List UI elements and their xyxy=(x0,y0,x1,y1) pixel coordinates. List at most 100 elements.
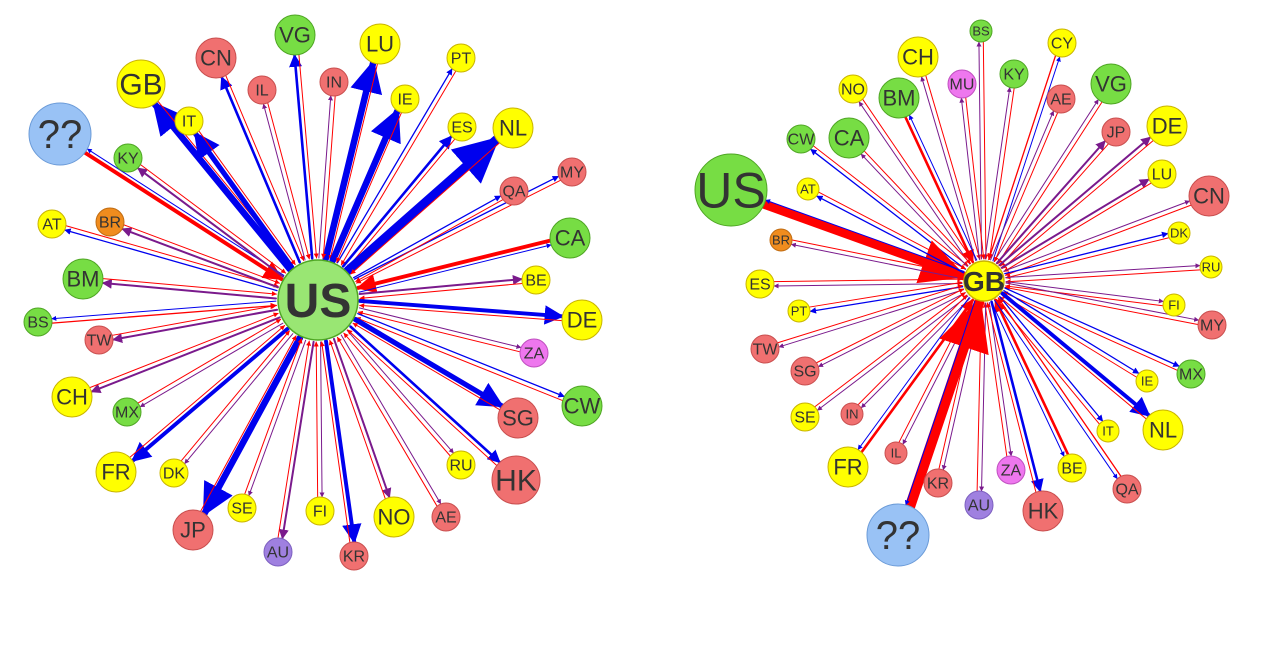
node-bs[interactable] xyxy=(969,19,993,43)
edge-za-out xyxy=(358,307,522,349)
node-jp[interactable] xyxy=(172,509,214,551)
node-za[interactable] xyxy=(996,455,1026,485)
node-ru[interactable] xyxy=(446,450,476,480)
node-my[interactable] xyxy=(557,157,587,187)
node-dk[interactable] xyxy=(1167,221,1191,245)
edge-hk-out xyxy=(990,300,1044,493)
node-de[interactable] xyxy=(561,299,603,341)
node-se[interactable] xyxy=(790,402,820,432)
node-jp[interactable] xyxy=(1101,117,1131,147)
node-bm[interactable] xyxy=(878,77,920,119)
node-hk[interactable] xyxy=(491,455,541,505)
node-be[interactable] xyxy=(521,265,551,295)
node-ru[interactable] xyxy=(1199,255,1223,279)
node-fr[interactable] xyxy=(95,451,137,493)
node-it[interactable] xyxy=(174,106,204,136)
edge-bs-in xyxy=(51,302,277,324)
node-nl[interactable] xyxy=(492,107,534,149)
node-gb[interactable] xyxy=(116,59,166,109)
edge-qa-in xyxy=(997,297,1122,477)
edge-dk-in xyxy=(180,330,290,462)
node-ca[interactable] xyxy=(549,217,591,259)
node-fr[interactable] xyxy=(827,446,869,488)
node-lu[interactable] xyxy=(359,23,401,65)
node-nl[interactable] xyxy=(1142,409,1184,451)
node-ae[interactable] xyxy=(1046,84,1076,114)
node-label-in: IN xyxy=(846,407,859,422)
node-vg[interactable] xyxy=(1090,63,1132,105)
node-au[interactable] xyxy=(263,537,293,567)
node-at[interactable] xyxy=(37,209,67,239)
center-node-us[interactable] xyxy=(277,259,359,341)
node-unknown[interactable] xyxy=(866,503,930,567)
node-hk[interactable] xyxy=(1022,490,1064,532)
node-cw[interactable] xyxy=(786,124,816,154)
node-my[interactable] xyxy=(1197,310,1227,340)
node-se[interactable] xyxy=(227,493,257,523)
node-mx[interactable] xyxy=(1176,359,1206,389)
node-ca[interactable] xyxy=(828,117,870,159)
node-es[interactable] xyxy=(745,269,775,299)
edge-za-in xyxy=(983,302,1008,457)
node-us[interactable] xyxy=(694,153,768,227)
node-label-be: BE xyxy=(525,273,546,290)
edge-in-in xyxy=(321,95,336,259)
node-br[interactable] xyxy=(769,228,793,252)
node-bs[interactable] xyxy=(23,307,53,337)
node-dk[interactable] xyxy=(159,458,189,488)
node-mu[interactable] xyxy=(947,69,977,99)
node-ky[interactable] xyxy=(999,59,1029,89)
node-lu[interactable] xyxy=(1147,159,1177,189)
node-sg[interactable] xyxy=(790,356,820,386)
edge-au-in xyxy=(277,340,312,539)
node-au[interactable] xyxy=(964,490,994,520)
node-tw[interactable] xyxy=(750,334,780,364)
node-vg[interactable] xyxy=(274,14,316,56)
center-node-gb[interactable] xyxy=(963,260,1005,302)
node-pt[interactable] xyxy=(787,299,811,323)
node-qa[interactable] xyxy=(499,176,529,206)
node-bm[interactable] xyxy=(62,258,104,300)
node-no[interactable] xyxy=(838,74,868,104)
node-unknown[interactable] xyxy=(28,102,92,166)
node-label-es: ES xyxy=(451,120,472,137)
node-br[interactable] xyxy=(95,207,125,237)
node-it[interactable] xyxy=(1096,419,1120,443)
node-in[interactable] xyxy=(319,67,349,97)
node-cn[interactable] xyxy=(1188,175,1230,217)
node-kr[interactable] xyxy=(923,468,953,498)
node-cy[interactable] xyxy=(1047,28,1077,58)
node-ae[interactable] xyxy=(431,502,461,532)
node-label-ca: CA xyxy=(834,126,865,151)
node-pt[interactable] xyxy=(446,43,476,73)
node-kr[interactable] xyxy=(339,541,369,571)
node-in[interactable] xyxy=(840,402,864,426)
node-ie[interactable] xyxy=(1135,369,1159,393)
node-es[interactable] xyxy=(447,112,477,142)
node-at[interactable] xyxy=(796,177,820,201)
node-label-my: MY xyxy=(560,165,584,182)
edge-it-in xyxy=(198,130,296,266)
node-il[interactable] xyxy=(884,441,908,465)
node-ie[interactable] xyxy=(390,84,420,114)
node-sg[interactable] xyxy=(497,397,539,439)
node-ch[interactable] xyxy=(51,376,93,418)
node-cn[interactable] xyxy=(195,37,237,79)
node-za[interactable] xyxy=(519,338,549,368)
node-tw[interactable] xyxy=(84,325,114,355)
node-mx[interactable] xyxy=(112,397,142,427)
node-il[interactable] xyxy=(247,75,277,105)
node-no[interactable] xyxy=(373,496,415,538)
node-ky[interactable] xyxy=(113,143,143,173)
node-label-ae: AE xyxy=(1050,92,1071,109)
node-fi[interactable] xyxy=(1162,293,1186,317)
node-qa[interactable] xyxy=(1112,474,1142,504)
edge-mx-in xyxy=(137,318,282,404)
node-de[interactable] xyxy=(1146,105,1188,147)
node-label-mx: MX xyxy=(115,405,139,422)
node-fi[interactable] xyxy=(305,496,335,526)
node-ch[interactable] xyxy=(897,36,939,78)
node-be[interactable] xyxy=(1057,453,1087,483)
node-cw[interactable] xyxy=(561,385,603,427)
